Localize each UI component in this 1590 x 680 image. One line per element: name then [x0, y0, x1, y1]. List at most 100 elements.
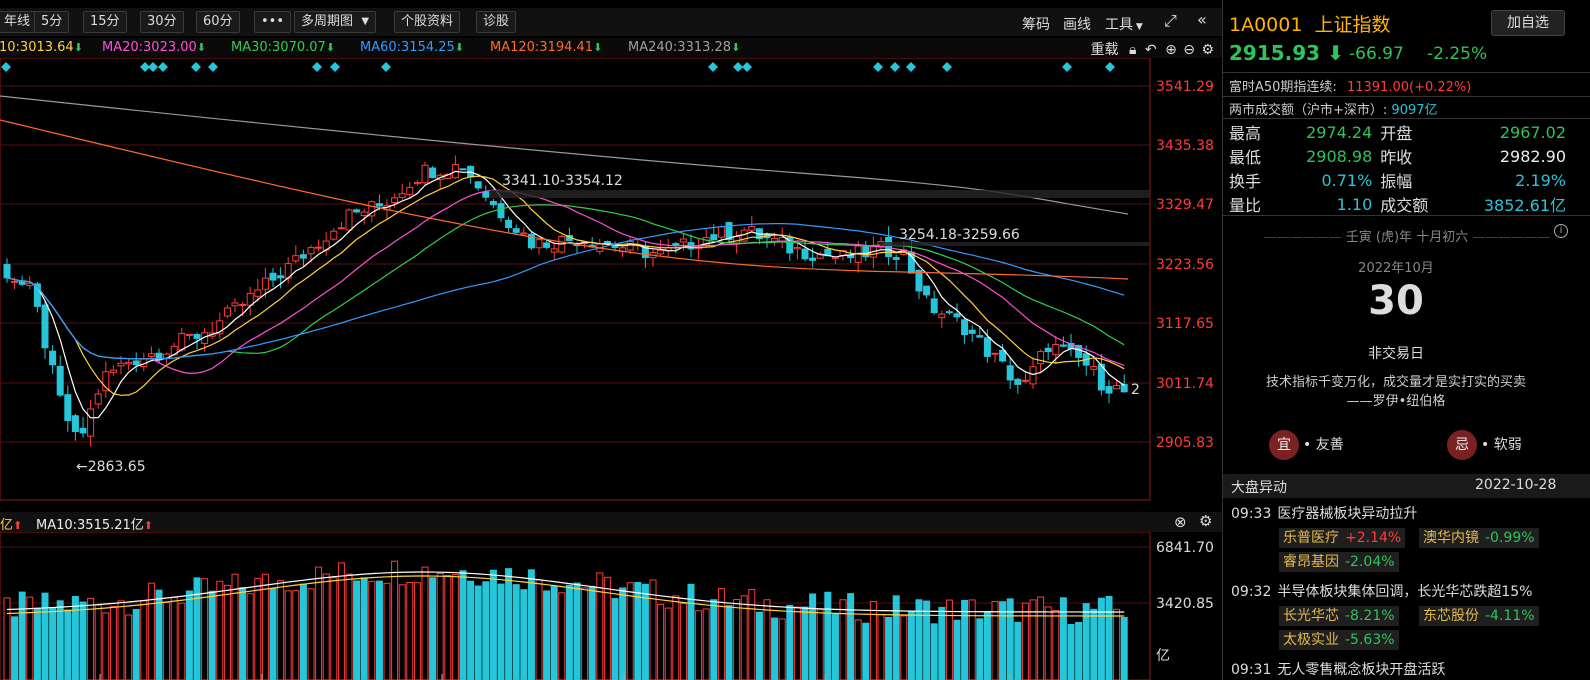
range-annotation-1: 3341.10-3354.12 [502, 173, 623, 189]
quote-table: 最高 2974.24 开盘 2967.02 最低 2908.98 昨收 2982.90 换手 0.… [1225, 120, 1570, 216]
candle [1044, 347, 1052, 353]
movement-event[interactable]: 09:33 医疗器械板块异动拉升 [1231, 503, 1417, 523]
candle [185, 333, 193, 336]
volume-bar [132, 608, 140, 680]
info-icon[interactable]: i [1554, 224, 1568, 238]
movement-event[interactable]: 09:31 无人零售概念板块开盘活跃 [1231, 659, 1445, 679]
candle [239, 303, 247, 306]
volume-bar [231, 573, 239, 680]
candle [109, 369, 117, 373]
volume-bar [687, 583, 695, 680]
volume-bar [945, 599, 953, 680]
a50-futures-row[interactable]: 富时A50期指连续: 11391.00(+0.22%) [1229, 76, 1471, 95]
volume-legend: 亿⬆ MA10:3515.21亿⬆ ⊗ ⚙ [0, 512, 1222, 533]
collapse-left-icon[interactable]: « [1197, 10, 1207, 29]
more-periods-button[interactable]: ••• [254, 11, 292, 33]
chips-button[interactable]: 筹码 [1022, 17, 1050, 33]
chip-stock-name: 东芯股份 [1423, 608, 1479, 624]
volume-bar [839, 599, 847, 680]
price-axis-label: 3541.29 [1156, 79, 1214, 95]
volume-bar [657, 603, 665, 680]
quote-value: 2.19% [1515, 170, 1566, 190]
volume-bar [467, 580, 475, 680]
candle [459, 168, 467, 171]
volume-bar [292, 590, 300, 680]
stock-profile-button[interactable]: 个股资料 [394, 11, 461, 33]
add-watchlist-button[interactable]: 加自选 [1491, 10, 1565, 36]
quote-panel: 1A0001 上证指数 加自选 2915.93 ⬇ -66.97 -2.25% … [1222, 0, 1590, 680]
volume-bar [907, 610, 915, 680]
period-5min-button[interactable]: 5分 [34, 11, 70, 33]
candle [277, 275, 285, 279]
zoom-in-icon[interactable]: ⊕ [1165, 42, 1177, 58]
period-15min-button[interactable]: 15分 [83, 11, 127, 33]
candle [26, 282, 34, 287]
candle [923, 285, 931, 296]
signal-diamond-icon [733, 62, 743, 72]
volume-bar [778, 618, 786, 680]
stock-chip[interactable]: 太极实业 -5.63% [1279, 630, 1399, 650]
candle [961, 319, 969, 336]
chip-stock-pct: -0.99% [1485, 530, 1535, 546]
volume-bar [649, 579, 657, 680]
candle [1037, 351, 1045, 365]
low-price-annotation: ←2863.65 [76, 459, 146, 475]
volume-bar [33, 607, 41, 680]
volume-bar [79, 601, 87, 680]
candle [1059, 344, 1067, 347]
volume-bar [87, 597, 95, 680]
volume-bar [489, 569, 497, 680]
multi-period-dropdown[interactable]: 多周期图 ▼ [294, 11, 377, 33]
volume-bar [603, 576, 611, 680]
volume-bar [1029, 599, 1037, 680]
volume-bar [915, 599, 923, 680]
volume-bar [976, 618, 984, 680]
fullscreen-icon[interactable]: ⤢ [1164, 11, 1177, 30]
candle [976, 335, 984, 338]
candlestick-chart[interactable]: 3541.29 3435.38 3329.47 3223.56 3117.65 3011.… [0, 58, 1222, 502]
diagnose-button[interactable]: 诊股 [476, 11, 517, 33]
candle [953, 313, 961, 318]
movement-event[interactable]: 09:32 半导体板块集体回调，长光华芯跌超15% [1231, 581, 1532, 601]
close-indicator-icon[interactable]: ⊗ [1174, 513, 1187, 531]
draw-line-button[interactable]: 画线 [1063, 17, 1091, 33]
volume-bar [847, 593, 855, 680]
volume-bar [824, 591, 832, 680]
ji-advice: 忌 • 软弱 [1447, 430, 1522, 460]
candle [345, 209, 353, 231]
chip-stock-name: 乐普医疗 [1283, 530, 1339, 546]
volume-bar [892, 595, 900, 680]
tools-dropdown[interactable]: 工具 ▼ [1105, 17, 1143, 33]
volume-bar [216, 580, 224, 680]
settings-gear-icon[interactable]: ⚙ [1201, 42, 1214, 58]
volume-bar [748, 589, 756, 680]
candle [94, 393, 102, 405]
period-60min-button[interactable]: 60分 [196, 11, 240, 33]
stock-chip[interactable]: 睿昂基因 -2.04% [1279, 552, 1399, 572]
reset-button[interactable]: 重载 [1090, 42, 1119, 58]
volume-bar [315, 566, 323, 680]
candle [1075, 345, 1083, 358]
chip-stock-pct: -8.21% [1345, 608, 1395, 624]
zoom-out-icon[interactable]: ⊖ [1183, 42, 1195, 58]
undo-icon[interactable]: ↶ [1144, 42, 1157, 58]
period-30min-button[interactable]: 30分 [140, 11, 184, 33]
volume-bar [56, 600, 64, 680]
volume-chart[interactable]: 6841.70 3420.85 亿 [0, 532, 1222, 680]
indicator-settings-icon[interactable]: ⚙ [1199, 512, 1213, 530]
volume-bar [284, 590, 292, 680]
period-yearly-button[interactable]: 年线 [0, 11, 38, 33]
stock-chip[interactable]: 澳华内镜 -0.99% [1419, 528, 1539, 548]
chart-area[interactable]: 年线 5分 15分 30分 60分 ••• 多周期图 ▼ 个股资料 诊股 筹码 画… [0, 0, 1222, 680]
stock-chip[interactable]: 长光华芯 -8.21% [1279, 606, 1399, 626]
volume-bar [619, 587, 627, 680]
quote-value: 0.71% [1321, 170, 1373, 190]
stock-chip[interactable]: 乐普医疗 +2.14% [1279, 528, 1406, 548]
volume-bar [360, 577, 368, 680]
right-edge-marker: 2 [1131, 382, 1140, 398]
lock-icon[interactable]: 🔒︎ [1128, 42, 1137, 58]
quote-row: 换手 0.71% 振幅 2.19% [1225, 168, 1570, 192]
stock-chip[interactable]: 东芯股份 -4.11% [1419, 606, 1539, 626]
down-arrow-icon: ⬇ [1327, 41, 1344, 65]
candle [353, 209, 361, 213]
